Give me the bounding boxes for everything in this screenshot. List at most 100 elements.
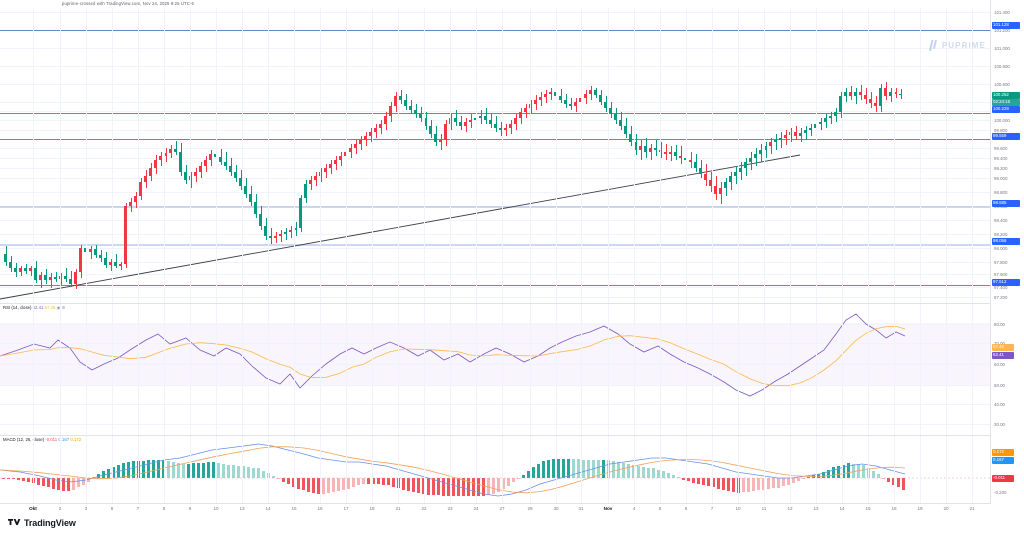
candle-body: [799, 133, 803, 136]
macd-histogram-bar: [777, 478, 781, 488]
time-axis-tick: 5: [658, 506, 662, 511]
price-level-badge-97512[interactable]: 97.512: [992, 279, 1020, 286]
macd-histogram-bar: [232, 465, 236, 478]
macd-histogram-bar: [672, 475, 676, 478]
price-level-badge-98685[interactable]: 98.685: [992, 200, 1020, 207]
candle-body: [859, 92, 863, 95]
vertical-gridline: [476, 8, 477, 303]
price-axis-tick: 101.400: [994, 10, 1010, 15]
macd-histogram-bar: [412, 478, 416, 493]
candle-body: [624, 126, 628, 134]
candle-body: [844, 92, 848, 96]
rsi-ma-badge[interactable]: 67.45: [992, 344, 1014, 351]
macd-histogram-bar: [512, 478, 516, 483]
candle-body: [174, 149, 178, 152]
price-chart-pane[interactable]: [0, 8, 991, 303]
candle-body: [739, 168, 743, 172]
macd-histogram-bar: [342, 478, 346, 491]
rsi-value-badge[interactable]: 62.41: [992, 352, 1014, 359]
time-axis[interactable]: Okt 2 3 6 7 8 9 10 13 14 15 16 17 18 21 22 23 24 27 29 30 31 N…: [0, 503, 991, 517]
vertical-gridline: [242, 436, 243, 503]
candle-body: [84, 248, 88, 252]
candle-body: [709, 180, 713, 186]
macd-legend-signal: 0.172: [70, 437, 82, 442]
rsi-pane[interactable]: RSI (14, close) 62.41 67.45 ◉ ⚙: [0, 304, 991, 435]
horizontal-gridline: [0, 84, 991, 85]
price-axis-tick: 101.000: [994, 46, 1010, 51]
macd-pane[interactable]: MACD (12, 26, close) -0.011 0.167 0.172: [0, 436, 991, 503]
candle-body: [479, 116, 483, 118]
macd-histogram-bar: [362, 478, 366, 485]
horizontal-gridline: [0, 385, 991, 386]
horizontal-gridline: [0, 12, 991, 13]
candle-body: [694, 162, 698, 168]
macd-line-badge[interactable]: 0.167: [992, 457, 1014, 464]
price-level-badge-100229[interactable]: 100.229: [992, 106, 1020, 113]
candle-body: [99, 255, 103, 258]
price-level-badge-99559[interactable]: 99.559: [992, 133, 1020, 140]
macd-histogram-bar: [42, 478, 46, 486]
candle-body: [774, 140, 778, 142]
price-level-badge-98058[interactable]: 98.058: [992, 238, 1020, 245]
time-axis-tick: 10: [213, 506, 219, 511]
candle-body: [644, 146, 648, 152]
vertical-gridline: [764, 8, 765, 303]
macd-histogram-bar: [47, 478, 51, 488]
vertical-gridline: [33, 304, 34, 435]
candle-body: [194, 172, 198, 176]
price-level-badge-100252[interactable]: 100.252: [992, 92, 1020, 99]
candle-body: [294, 228, 298, 230]
candle-body: [584, 94, 588, 98]
candle-wick: [550, 88, 552, 100]
macd-histogram-bar: [902, 478, 906, 490]
macd-histogram-bar: [87, 478, 91, 482]
candle-body: [734, 172, 738, 176]
candle-body: [829, 116, 833, 118]
time-axis-tick: 9: [188, 506, 192, 511]
candle-body: [534, 100, 538, 104]
vertical-gridline: [372, 436, 373, 503]
macd-lines: [0, 443, 991, 497]
macd-histogram-bar: [862, 464, 866, 478]
price-level-badge-101128[interactable]: 101.128: [992, 22, 1020, 29]
macd-histogram-bar: [132, 461, 136, 478]
macd-legend[interactable]: MACD (12, 26, close) -0.011 0.167 0.172: [3, 437, 81, 443]
rsi-legend[interactable]: RSI (14, close) 62.41 67.45 ◉ ⚙: [3, 305, 65, 311]
macd-histogram-bar: [297, 478, 301, 489]
vertical-gridline: [190, 304, 191, 435]
vertical-gridline: [502, 8, 503, 303]
time-axis-tick: 15: [291, 506, 297, 511]
macd-signal-badge[interactable]: 0.172: [992, 449, 1014, 456]
candle-body: [804, 130, 808, 133]
candle-body: [894, 92, 898, 94]
macd-histogram-bar: [22, 478, 26, 481]
macd-histogram-bar: [7, 478, 11, 479]
macd-histogram-bar: [597, 460, 601, 478]
candle-wick: [110, 259, 112, 271]
vertical-gridline: [842, 8, 843, 303]
candle-body: [569, 104, 573, 106]
macd-histogram-bar: [417, 478, 421, 494]
candle-body: [539, 97, 543, 100]
time-axis-tick: 14: [839, 506, 845, 511]
macd-histogram-bar: [357, 478, 361, 486]
horizontal-gridline: [0, 364, 991, 365]
price-axis[interactable]: 101.400101.200101.000100.800100.600100.4…: [990, 0, 1024, 303]
vertical-gridline: [372, 304, 373, 435]
candle-body: [459, 122, 463, 126]
price-axis-tick: 99.600: [994, 146, 1008, 151]
candle-body: [864, 95, 868, 99]
macd-axis[interactable]: -0.200 0.172 0.167 -0.011: [990, 436, 1024, 503]
candle-body: [444, 124, 448, 140]
tradingview-label: TradingView: [24, 518, 76, 528]
macd-histogram-badge[interactable]: -0.011: [992, 475, 1014, 482]
macd-histogram-bar: [277, 478, 281, 479]
candle-body: [359, 140, 363, 144]
candle-body: [609, 108, 613, 114]
tradingview-branding[interactable]: TradingView: [8, 518, 76, 528]
countdown-badge[interactable]: 02:24:15: [992, 99, 1020, 106]
candle-body: [424, 118, 428, 126]
macd-histogram-bar: [842, 464, 846, 478]
vertical-gridline: [424, 304, 425, 435]
